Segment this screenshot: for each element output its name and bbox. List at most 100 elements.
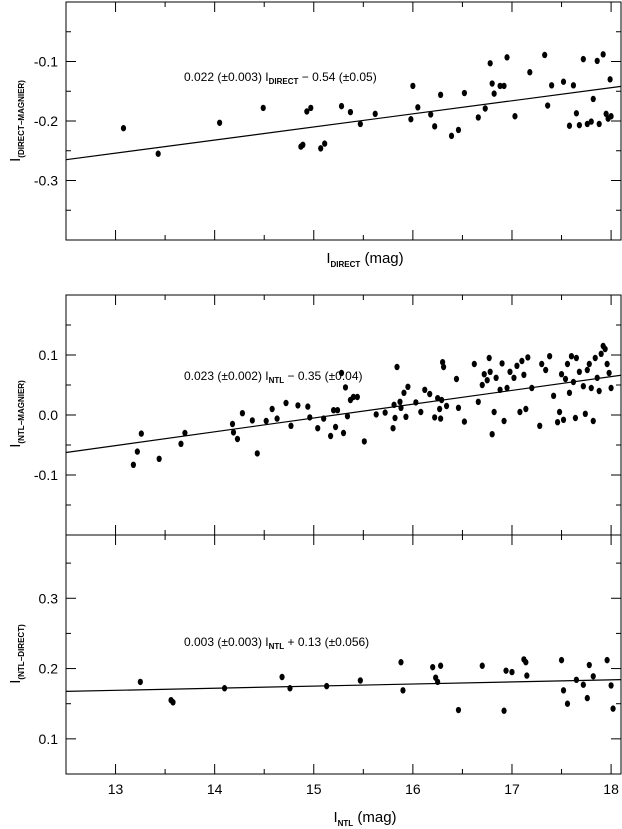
top-ytick-label: -0.1 <box>34 54 58 70</box>
bottom-data-point <box>573 676 580 684</box>
top-data-point <box>608 113 614 120</box>
top-fit-line <box>65 85 622 161</box>
top-data-point <box>501 82 507 90</box>
middle-data-point <box>398 404 404 411</box>
middle-ylabel: I(NTL−MAGNIER) <box>7 380 26 448</box>
bottom-data-point <box>398 659 404 666</box>
bottom-data-point <box>455 706 462 714</box>
top-ytick-label: -0.2 <box>34 113 58 129</box>
middle-data-point <box>156 455 162 462</box>
bottom-data-point <box>586 661 592 669</box>
bottom-xlabel-main: I <box>333 809 337 826</box>
middle-data-point <box>598 350 604 357</box>
middle-data-point <box>440 363 447 371</box>
bottom-data-point <box>279 673 285 681</box>
middle-data-point <box>479 381 485 389</box>
bottom-xlabel-unit: (mag) <box>353 809 396 826</box>
middle-data-point <box>283 399 289 407</box>
middle-data-point <box>405 383 411 390</box>
top-data-point <box>527 69 533 76</box>
middle-data-point <box>178 440 184 447</box>
bottom-panel-frame <box>65 534 622 775</box>
middle-data-point <box>588 384 594 392</box>
middle-data-point <box>584 366 590 374</box>
middle-data-point <box>596 387 602 395</box>
middle-fit-line <box>65 374 622 454</box>
middle-data-point <box>361 438 367 445</box>
top-data-point <box>372 110 378 118</box>
top-ylabel-sub: (DIRECT−MAGNIER) <box>17 80 26 158</box>
top-ylabel-main: I <box>7 158 24 162</box>
middle-data-point <box>558 371 565 378</box>
middle-data-point <box>491 408 497 416</box>
bottom-data-point <box>584 694 590 702</box>
bottom-xtick-label: 16 <box>405 781 421 797</box>
top-data-point <box>461 89 468 97</box>
top-data-point <box>504 54 510 61</box>
middle-ytick-label: 0.0 <box>39 407 59 423</box>
bottom-data-point <box>287 685 293 692</box>
top-data-point <box>318 145 324 152</box>
middle-data-point <box>305 403 311 410</box>
middle-data-point <box>437 405 443 413</box>
middle-data-point <box>560 416 567 423</box>
top-data-point <box>120 124 127 132</box>
tick-labels: -0.3 -0.2 -0.1 -0.1 0.0 0.1 0.1 0.2 0.3 13 14 15 16 1… <box>34 54 619 798</box>
top-data-point <box>512 113 518 120</box>
bottom-data-point <box>608 682 614 689</box>
bottom-data-point <box>558 656 565 664</box>
middle-data-point <box>432 414 438 421</box>
bottom-data-point <box>430 663 436 671</box>
bottom-xtick-label: 15 <box>306 781 322 797</box>
middle-data-point <box>497 386 503 393</box>
top-data-point <box>410 82 416 90</box>
middle-data-point <box>382 409 388 416</box>
middle-data-point <box>519 357 525 365</box>
bottom-data-point <box>221 685 228 692</box>
middle-data-point <box>493 374 499 381</box>
bottom-data-point <box>523 659 529 666</box>
top-data-point <box>428 111 434 118</box>
bottom-equation: 0.003 (±0.003) INTL + 0.13 (±0.056) <box>184 635 369 651</box>
bottom-ytick-label: 0.2 <box>39 661 59 677</box>
middle-data-point <box>438 415 444 422</box>
bottom-data-point <box>503 667 509 674</box>
middle-data-point <box>537 422 543 429</box>
middle-data-point <box>239 410 246 417</box>
top-data-point <box>489 80 495 87</box>
middle-data-point <box>334 407 341 414</box>
top-xlabel-unit: (mag) <box>360 250 403 267</box>
middle-equation-pre: 0.023 (±0.002) I <box>184 369 269 383</box>
middle-data-point <box>514 362 520 369</box>
top-data-point <box>594 57 600 65</box>
bottom-ytick-label: 0.1 <box>39 731 59 747</box>
bottom-data-point <box>604 656 610 664</box>
middle-data-point <box>554 419 561 426</box>
middle-data-point <box>573 354 580 362</box>
middle-data-point <box>556 408 563 416</box>
top-data-point <box>308 104 314 112</box>
middle-data-point <box>403 413 409 420</box>
top-data-point <box>304 108 310 115</box>
middle-data-point <box>350 393 357 401</box>
middle-data-point <box>562 375 569 383</box>
top-data-point <box>475 114 481 121</box>
bottom-data-point <box>580 681 586 688</box>
bottom-data-point <box>438 662 444 669</box>
middle-data-point <box>487 368 493 375</box>
top-data-point <box>560 78 567 85</box>
middle-data-point <box>134 448 140 455</box>
middle-data-point <box>354 393 360 401</box>
middle-data-point <box>288 422 294 429</box>
bottom-xlabel-sub: NTL <box>338 819 354 828</box>
middle-data-point <box>332 423 339 431</box>
middle-ytick-label: 0.1 <box>39 347 59 363</box>
middle-data-point <box>525 354 531 361</box>
middle-data-point <box>342 384 349 391</box>
middle-data-point <box>392 414 398 422</box>
middle-data-point <box>307 414 313 421</box>
middle-data-point <box>568 353 575 360</box>
top-data-point <box>497 82 503 90</box>
bottom-equation-pre: 0.003 (±0.003) I <box>184 635 269 649</box>
middle-data-point <box>517 408 523 416</box>
